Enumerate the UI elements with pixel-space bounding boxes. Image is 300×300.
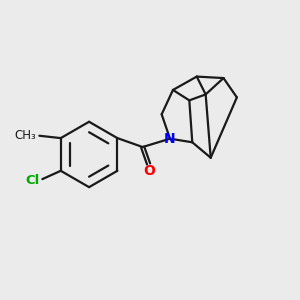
Text: O: O: [143, 164, 155, 178]
Text: N: N: [164, 132, 176, 146]
Text: CH₃: CH₃: [14, 129, 36, 142]
Text: Cl: Cl: [25, 174, 39, 187]
